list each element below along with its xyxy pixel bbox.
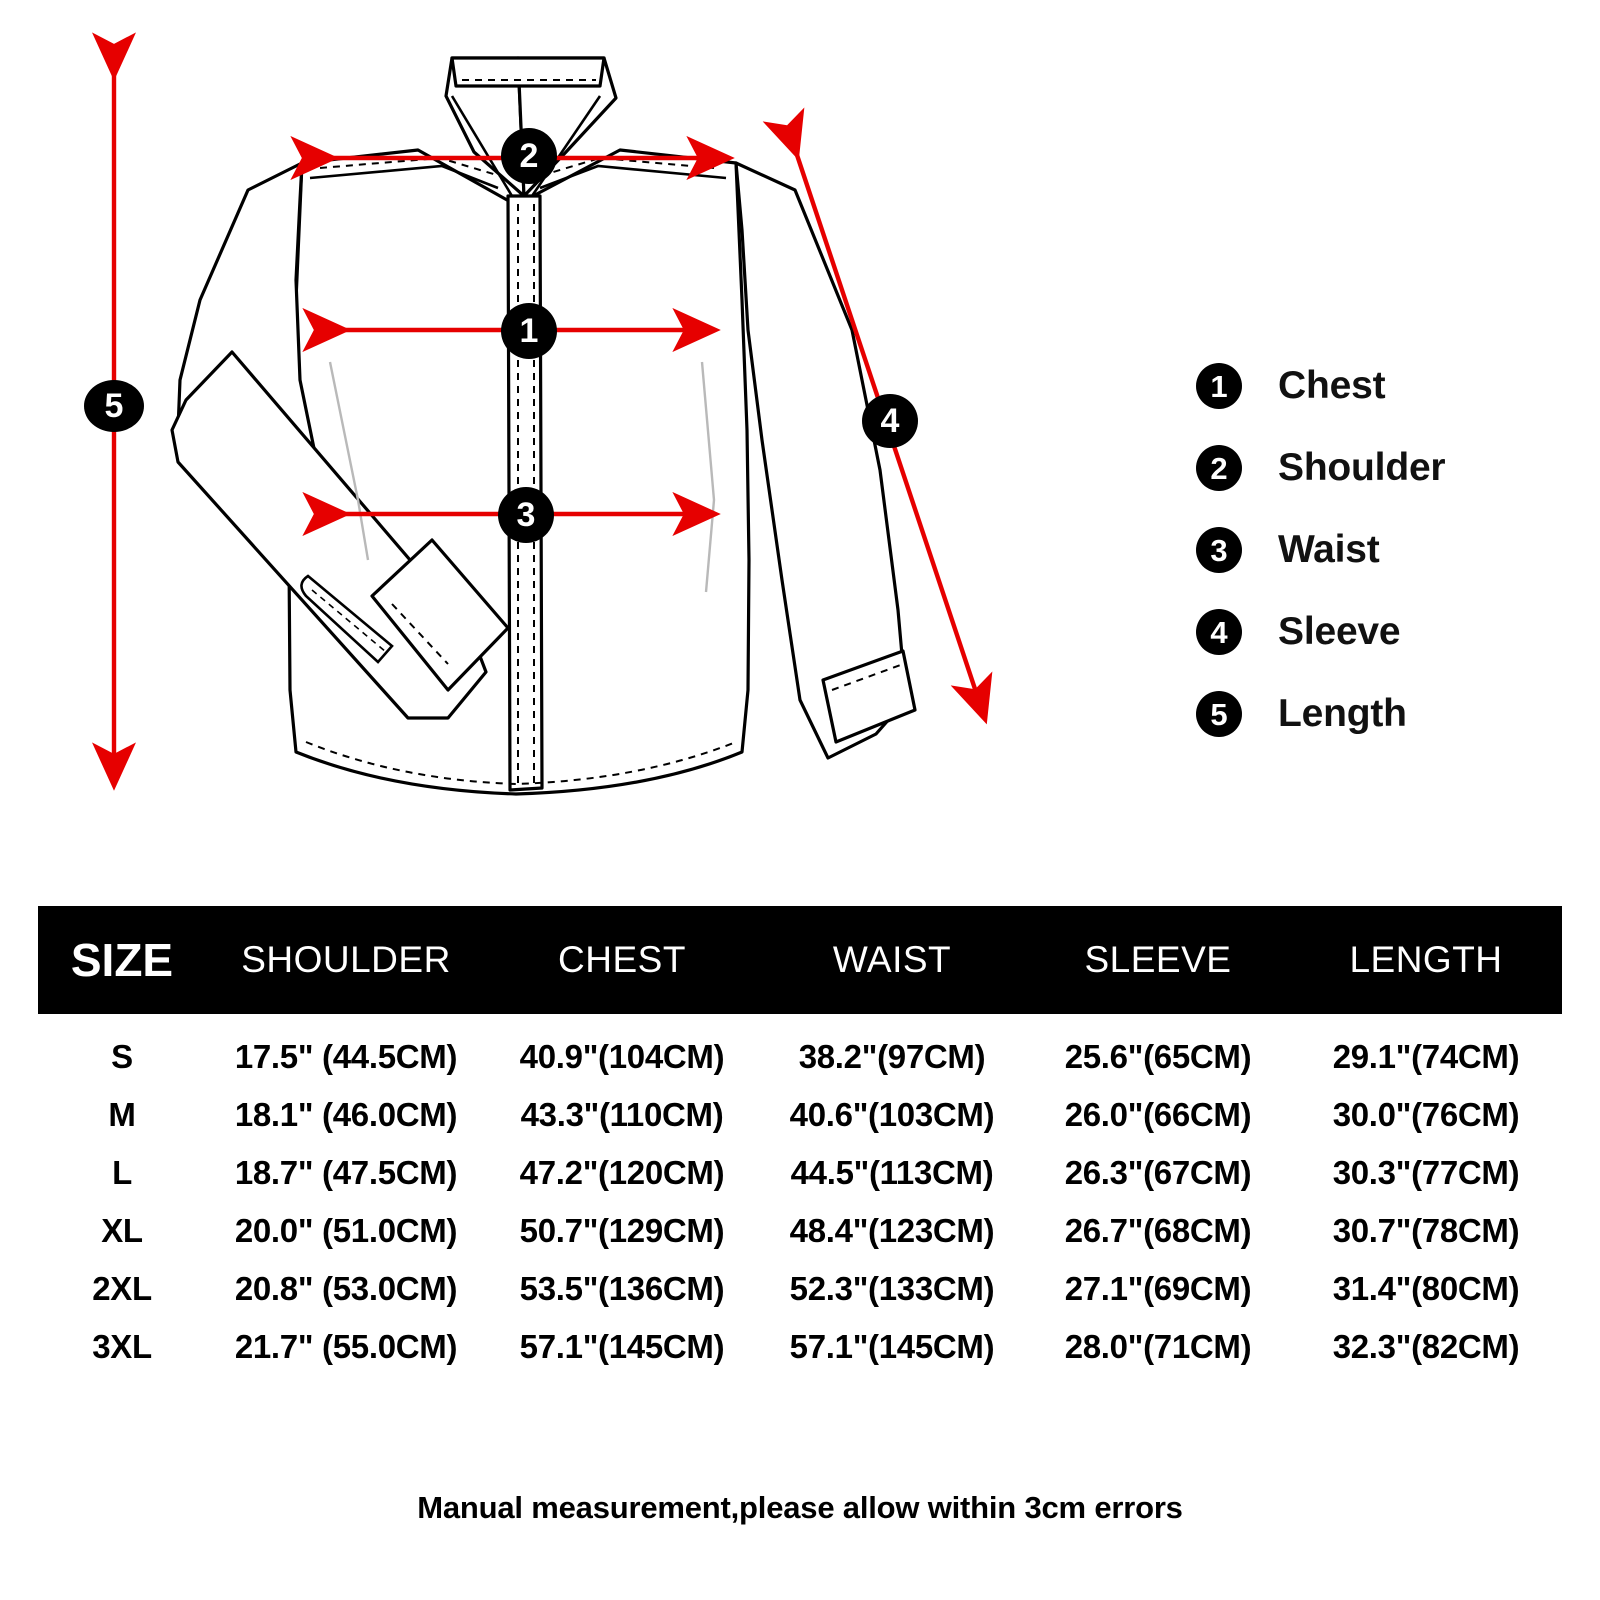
cell-sleeve: 27.1"(69CM): [1064, 1270, 1252, 1307]
cell-length: 30.7"(78CM): [1332, 1212, 1520, 1249]
cell-length: 31.4"(80CM): [1332, 1270, 1520, 1307]
badge-1-label: 1: [520, 312, 539, 350]
cell-length: 30.3"(77CM): [1332, 1154, 1520, 1191]
legend-item-chest: 1 Chest: [1196, 345, 1576, 427]
cell-length: 30.0"(76CM): [1332, 1096, 1520, 1133]
diagram-badges: 5 2 1 3 4: [84, 128, 918, 543]
measurement-legend: 1 Chest 2 Shoulder 3 Waist 4 Sleeve 5 Le…: [1196, 345, 1576, 755]
cell-waist: 52.3"(133CM): [789, 1270, 995, 1307]
cell-size: 2XL: [92, 1270, 152, 1307]
cell-chest: 57.1"(145CM): [519, 1328, 725, 1365]
cell-size: L: [112, 1154, 132, 1191]
shirt-illustration: 5 2 1 3 4: [84, 32, 993, 796]
cell-length: 32.3"(82CM): [1332, 1328, 1520, 1365]
legend-label-length: Length: [1278, 692, 1407, 735]
size-table-header-row: SIZE SHOULDER CHEST WAIST SLEEVE LENGTH: [38, 906, 1562, 1014]
table-row: L 18.7" (47.5CM) 47.2"(120CM) 44.5"(113C…: [38, 1144, 1562, 1202]
legend-item-waist: 3 Waist: [1196, 509, 1576, 591]
legend-label-sleeve: Sleeve: [1278, 610, 1401, 653]
col-header-size: SIZE: [70, 934, 174, 986]
cell-waist: 48.4"(123CM): [789, 1212, 995, 1249]
badge-4-marker: [862, 394, 918, 448]
legend-badge-2: 2: [1196, 445, 1242, 491]
col-header-length: LENGTH: [1349, 939, 1503, 980]
cell-sleeve: 26.7"(68CM): [1064, 1212, 1252, 1249]
legend-badge-3: 3: [1196, 527, 1242, 573]
cell-waist: 44.5"(113CM): [790, 1154, 994, 1191]
cell-shoulder: 18.7" (47.5CM): [234, 1154, 458, 1191]
cell-waist: 38.2"(97CM): [798, 1038, 986, 1075]
cell-shoulder: 18.1" (46.0CM): [234, 1096, 458, 1133]
garment-diagram: 5 2 1 3 4: [84, 32, 993, 796]
table-row: 2XL 20.8" (53.0CM) 53.5"(136CM) 52.3"(13…: [38, 1260, 1562, 1318]
cell-shoulder: 20.8" (53.0CM): [234, 1270, 458, 1307]
collar-band: [450, 56, 606, 88]
cell-sleeve: 26.0"(66CM): [1064, 1096, 1252, 1133]
badge-3-label: 3: [517, 496, 536, 534]
col-header-sleeve: SLEEVE: [1084, 939, 1232, 980]
legend-badge-5: 5: [1196, 691, 1242, 737]
badge-2-label: 2: [520, 137, 539, 175]
size-table: SIZE SHOULDER CHEST WAIST SLEEVE LENGTH …: [38, 906, 1562, 1376]
cell-chest: 40.9"(104CM): [519, 1038, 725, 1075]
col-header-shoulder: SHOULDER: [241, 939, 451, 980]
badge-5-marker: [84, 380, 144, 432]
cell-waist: 57.1"(145CM): [789, 1328, 995, 1365]
cell-waist: 40.6"(103CM): [789, 1096, 995, 1133]
cell-chest: 50.7"(129CM): [519, 1212, 725, 1249]
legend-item-shoulder: 2 Shoulder: [1196, 427, 1576, 509]
cell-shoulder: 17.5" (44.5CM): [234, 1038, 458, 1075]
cell-shoulder: 21.7" (55.0CM): [234, 1328, 458, 1365]
table-row: M 18.1" (46.0CM) 43.3"(110CM) 40.6"(103C…: [38, 1086, 1562, 1144]
legend-item-length: 5 Length: [1196, 673, 1576, 755]
cell-chest: 47.2"(120CM): [519, 1154, 725, 1191]
legend-item-sleeve: 4 Sleeve: [1196, 591, 1576, 673]
cell-shoulder: 20.0" (51.0CM): [234, 1212, 458, 1249]
cell-size: 3XL: [92, 1328, 152, 1365]
badge-2-marker: [501, 128, 557, 184]
sleeve-placket-stitch: [311, 589, 387, 653]
badge-1-marker: [501, 303, 557, 359]
col-header-chest: CHEST: [558, 939, 686, 980]
cell-chest: 53.5"(136CM): [519, 1270, 725, 1307]
table-row: XL 20.0" (51.0CM) 50.7"(129CM) 48.4"(123…: [38, 1202, 1562, 1260]
legend-label-chest: Chest: [1278, 364, 1386, 407]
cell-sleeve: 26.3"(67CM): [1064, 1154, 1252, 1191]
col-header-waist: WAIST: [832, 939, 952, 980]
legend-badge-1: 1: [1196, 363, 1242, 409]
badge-5-label: 5: [105, 387, 124, 425]
cell-chest: 43.3"(110CM): [520, 1096, 724, 1133]
badge-4-label: 4: [881, 402, 900, 440]
legend-label-shoulder: Shoulder: [1278, 446, 1446, 489]
legend-label-waist: Waist: [1278, 528, 1380, 571]
cell-size: S: [111, 1038, 133, 1075]
cell-length: 29.1"(74CM): [1332, 1038, 1520, 1075]
cell-size: M: [108, 1096, 136, 1133]
measurement-disclaimer: Manual measurement,please allow within 3…: [417, 1490, 1183, 1525]
cell-sleeve: 25.6"(65CM): [1064, 1038, 1252, 1075]
table-row: 3XL 21.7" (55.0CM) 57.1"(145CM) 57.1"(14…: [38, 1318, 1562, 1376]
badge-3-marker: [498, 487, 554, 543]
table-row: S 17.5" (44.5CM) 40.9"(104CM) 38.2"(97CM…: [38, 1028, 1562, 1086]
cell-size: XL: [101, 1212, 143, 1249]
size-table-body: S 17.5" (44.5CM) 40.9"(104CM) 38.2"(97CM…: [38, 1014, 1562, 1376]
legend-badge-4: 4: [1196, 609, 1242, 655]
cell-sleeve: 28.0"(71CM): [1064, 1328, 1252, 1365]
